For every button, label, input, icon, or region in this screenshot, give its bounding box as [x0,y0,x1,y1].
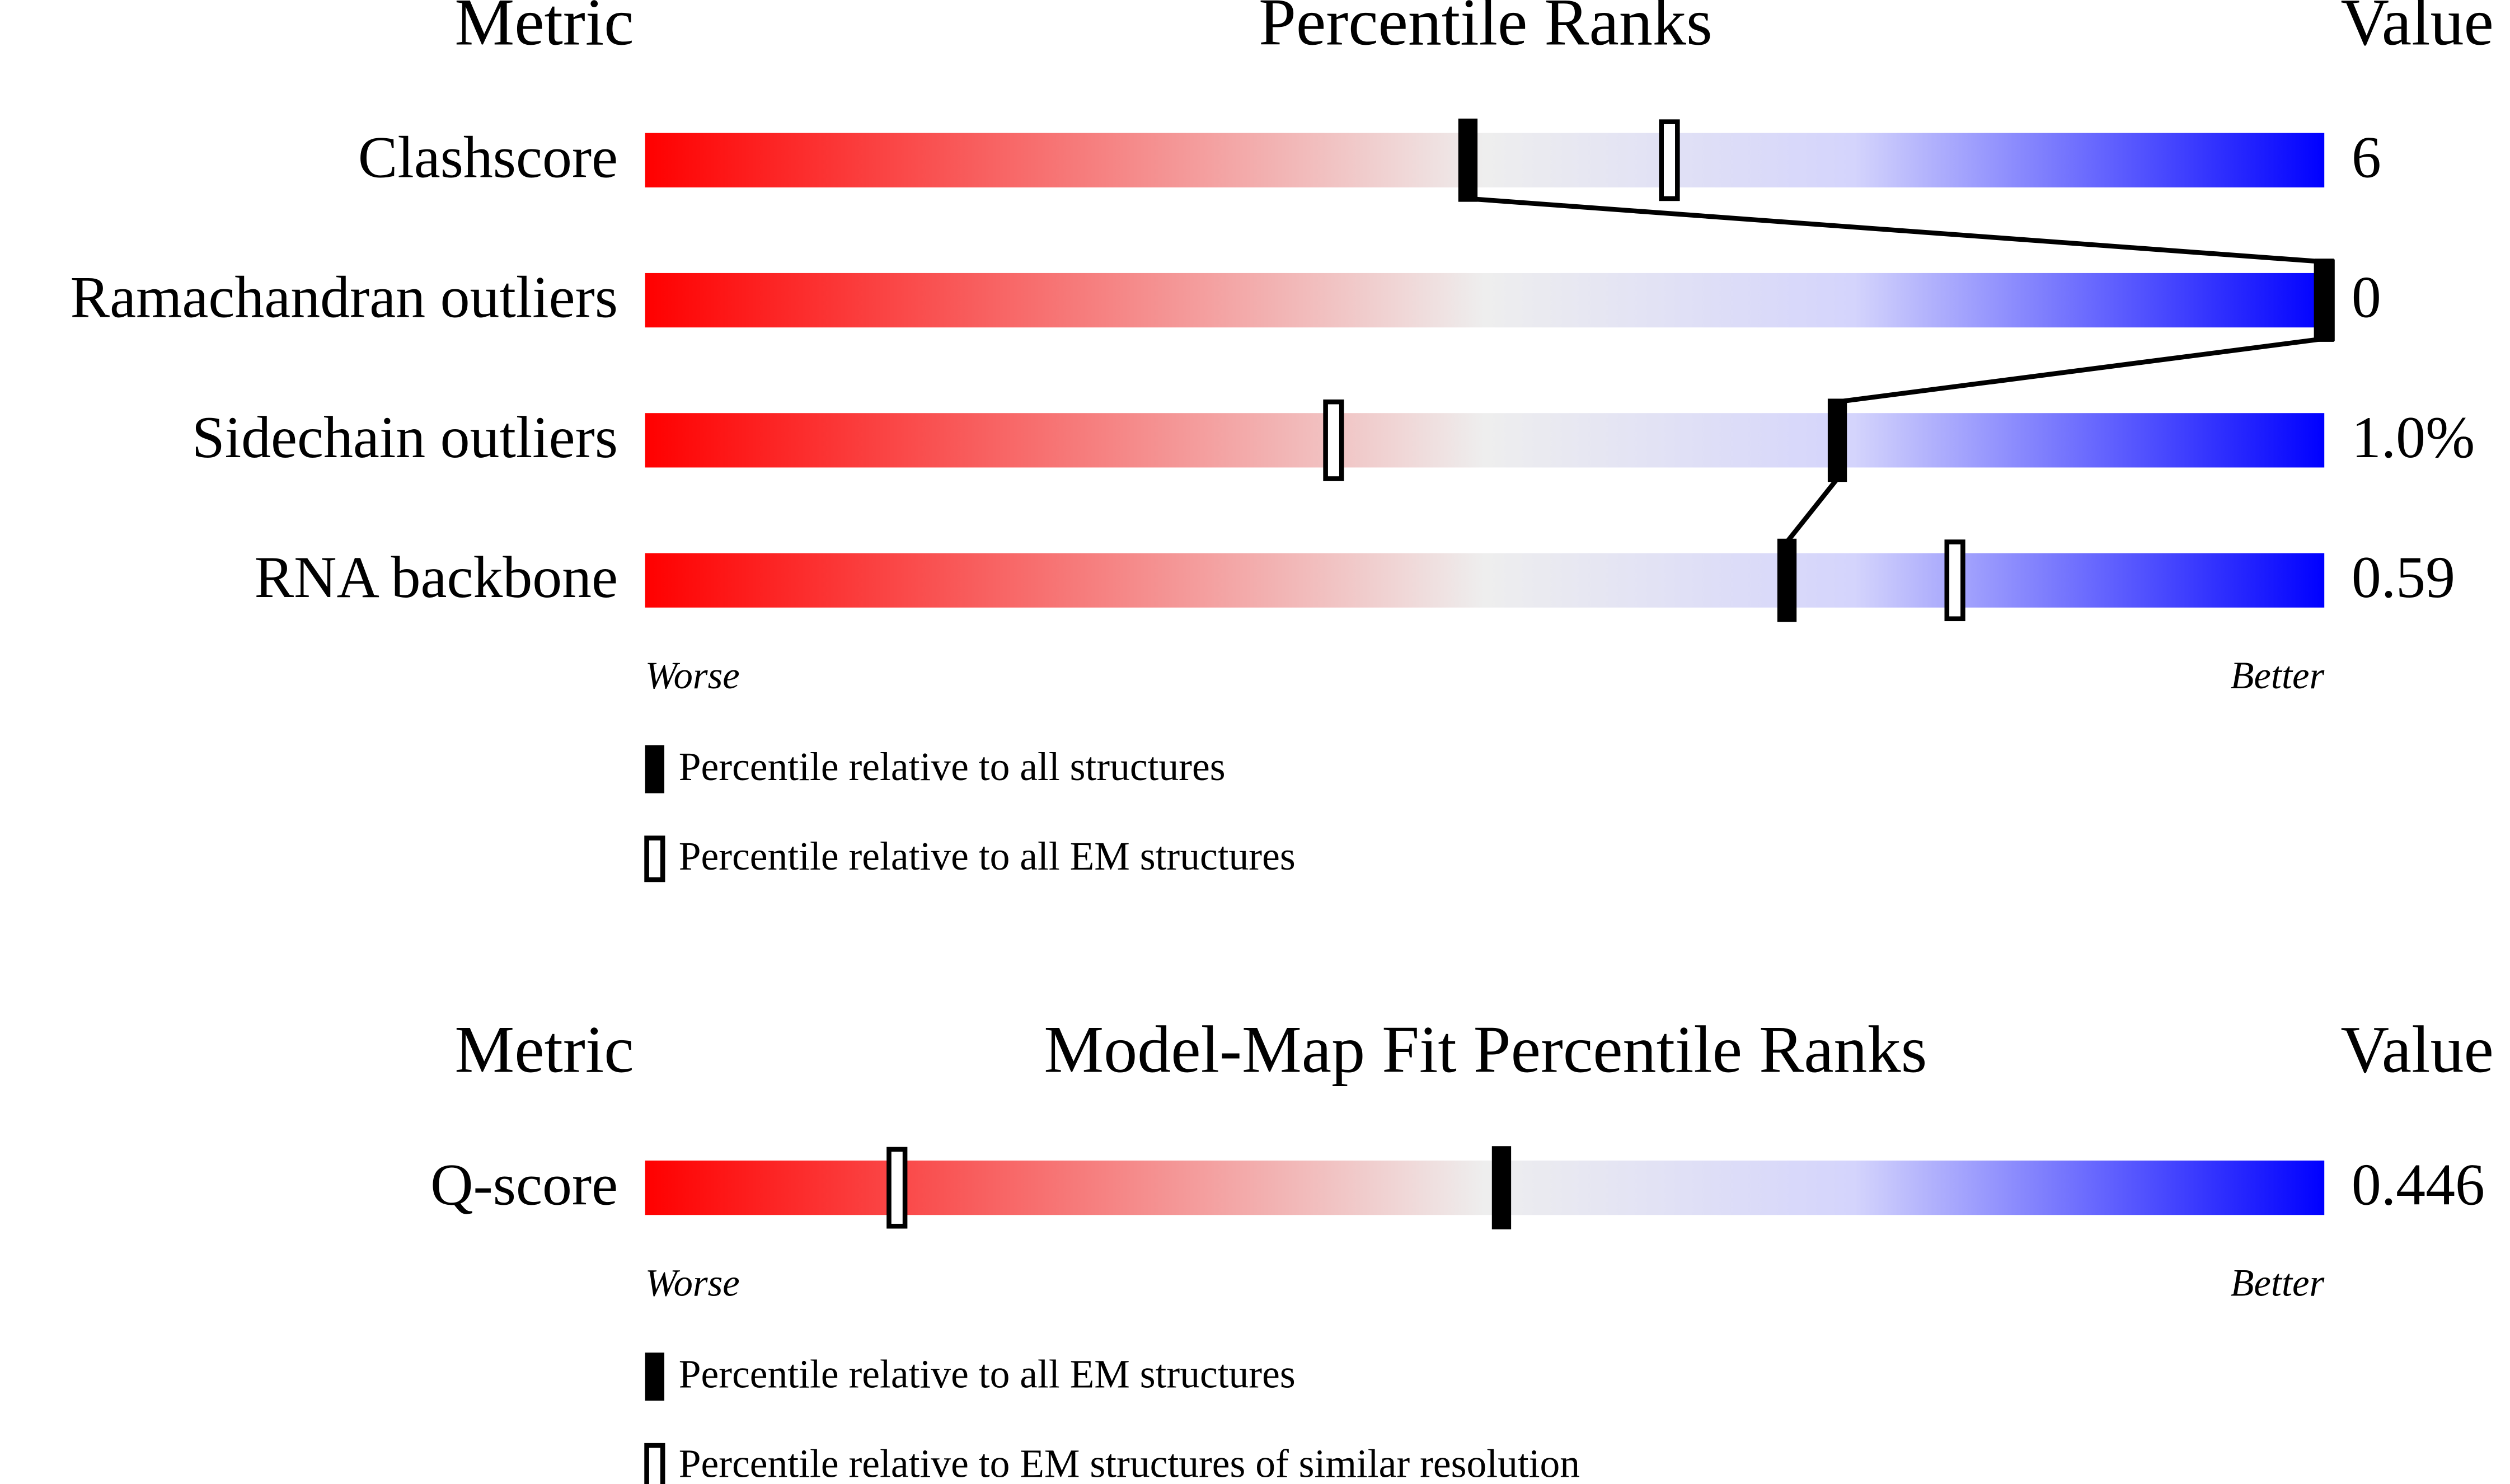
legend-label: Percentile relative to all EM structures [679,834,1296,879]
value-header: Value [2340,0,2494,59]
legend-label: Percentile relative to EM structures of … [679,1442,1580,1484]
legend-swatch [645,745,665,793]
value-header: Value [2340,1012,2494,1087]
metric-value: 0.446 [2352,1152,2485,1218]
percentile-marker [1458,118,1478,202]
metric-label: RNA backbone [255,544,618,610]
percentile-marker [1827,398,1847,482]
metric-label: Q-score [430,1152,618,1218]
percentile-bar [645,413,2325,468]
better-label: Better [2231,1262,2325,1304]
metric-value: 0 [2352,265,2381,330]
percentile-marker-hollow [1323,399,1344,481]
metric-label: Clashscore [358,124,618,190]
legend-swatch [644,835,665,882]
percentile-bar [645,553,2325,608]
percentile-marker [2315,259,2334,342]
legend-swatch [645,1352,665,1401]
legend-swatch [644,1443,665,1484]
metric-value: 1.0% [2352,405,2475,470]
metric-label: Sidechain outliers [192,405,618,470]
chart-title: Percentile Ranks [1259,0,1713,59]
better-label: Better [2231,654,2325,697]
percentile-marker [1491,1146,1512,1229]
legend-label: Percentile relative to all structures [679,745,1226,789]
connector [1467,196,2325,265]
metric-label: Ramachandran outliers [71,265,618,330]
metric-value: 6 [2352,124,2381,190]
worse-label: Worse [645,1262,740,1304]
percentile-bar [645,1160,2325,1215]
legend-label: Percentile relative to all EM structures [679,1352,1296,1396]
metric-header: Metric [454,0,634,59]
percentile-bar [645,133,2325,187]
percentile-marker-hollow [1944,539,1965,622]
percentile-marker [1777,538,1797,622]
percentile-marker-hollow [886,1147,908,1229]
worse-label: Worse [645,654,740,697]
metric-value: 0.59 [2352,544,2455,610]
metric-header: Metric [454,1012,634,1087]
connector [1837,336,2325,405]
percentile-bar [645,273,2325,328]
chart-title: Model-Map Fit Percentile Ranks [1044,1012,1927,1087]
percentile-marker-hollow [1659,119,1680,201]
connector [1785,477,1840,544]
